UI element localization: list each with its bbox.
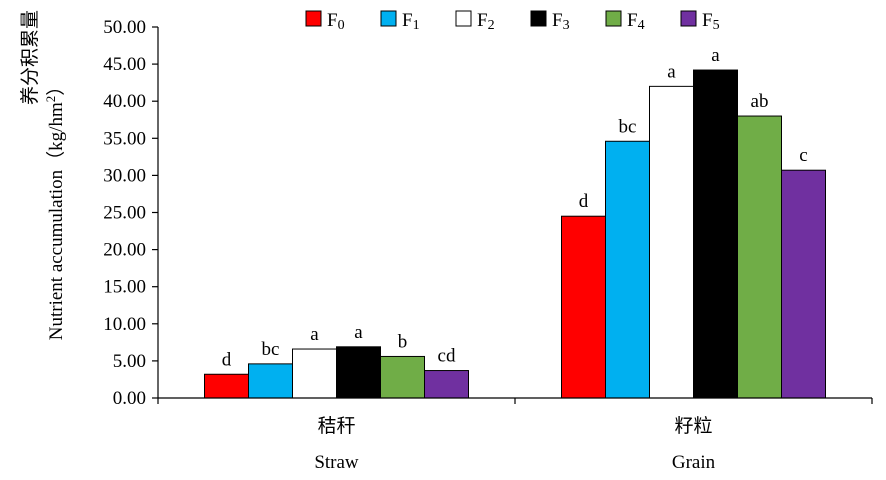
y-tick-label: 25.00: [103, 203, 146, 224]
y-axis-label-en: Nutrient accumulation（kg/hm2）: [43, 77, 67, 341]
x-axis: 秸秆 Straw 籽粒 Grain: [157, 397, 873, 473]
bar: [605, 140, 650, 399]
y-axis: 0.00 5.00 10.00 15.00 20.00 25.00 30.00 35.00 40…: [103, 17, 159, 409]
bar: [204, 373, 249, 399]
y-tick-label: 20.00: [103, 240, 146, 261]
significance-label: cd: [438, 346, 456, 367]
significance-label: bc: [262, 339, 280, 360]
y-tick-label: 40.00: [103, 91, 146, 112]
bar: [292, 348, 337, 399]
x-category-label-en: Grain: [672, 452, 716, 473]
bar: [561, 215, 606, 399]
significance-label: d: [579, 191, 589, 212]
y-tick-label: 30.00: [103, 165, 146, 186]
significance-label: a: [667, 61, 676, 82]
y-tick-label: 35.00: [103, 128, 146, 149]
significance-label: a: [711, 45, 720, 66]
legend-swatch: [605, 10, 622, 27]
bar: [424, 370, 469, 399]
significance-label: b: [398, 331, 408, 352]
legend-swatch: [455, 10, 472, 27]
y-tick-label: 10.00: [103, 314, 146, 335]
legend-swatch: [530, 10, 547, 27]
legend-swatch: [305, 10, 322, 27]
legend: F0 F1 F2 F3 F4 F5: [305, 10, 720, 33]
bar: [336, 346, 381, 399]
legend-label: F1: [402, 10, 420, 33]
bar: [737, 115, 782, 399]
significance-label: bc: [619, 116, 637, 137]
y-axis-label-cn: 养分积累量: [19, 10, 41, 105]
x-category-label-en: Straw: [314, 452, 359, 473]
significance-label: a: [310, 324, 319, 345]
significance-label: a: [354, 322, 363, 343]
y-tick-label: 5.00: [113, 351, 146, 372]
bar: [248, 363, 293, 399]
bar: [649, 85, 694, 399]
legend-label: F2: [477, 10, 495, 33]
bar: [380, 355, 425, 399]
x-category-label-cn: 秸秆: [317, 415, 355, 437]
bar: [781, 169, 826, 399]
significance-label: ab: [751, 91, 769, 112]
legend-label: F3: [552, 10, 570, 33]
legend-label: F0: [327, 10, 345, 33]
bar: [693, 69, 738, 399]
significance-label: d: [222, 349, 232, 370]
y-tick-label: 15.00: [103, 277, 146, 298]
legend-swatch: [380, 10, 397, 27]
y-tick-label: 0.00: [113, 388, 146, 409]
y-tick-label: 50.00: [103, 17, 146, 38]
legend-label: F4: [627, 10, 645, 33]
legend-label: F5: [702, 10, 720, 33]
x-category-label-cn: 籽粒: [674, 415, 712, 437]
legend-swatch: [680, 10, 697, 27]
significance-label: c: [799, 145, 807, 166]
y-tick-label: 45.00: [103, 54, 146, 75]
